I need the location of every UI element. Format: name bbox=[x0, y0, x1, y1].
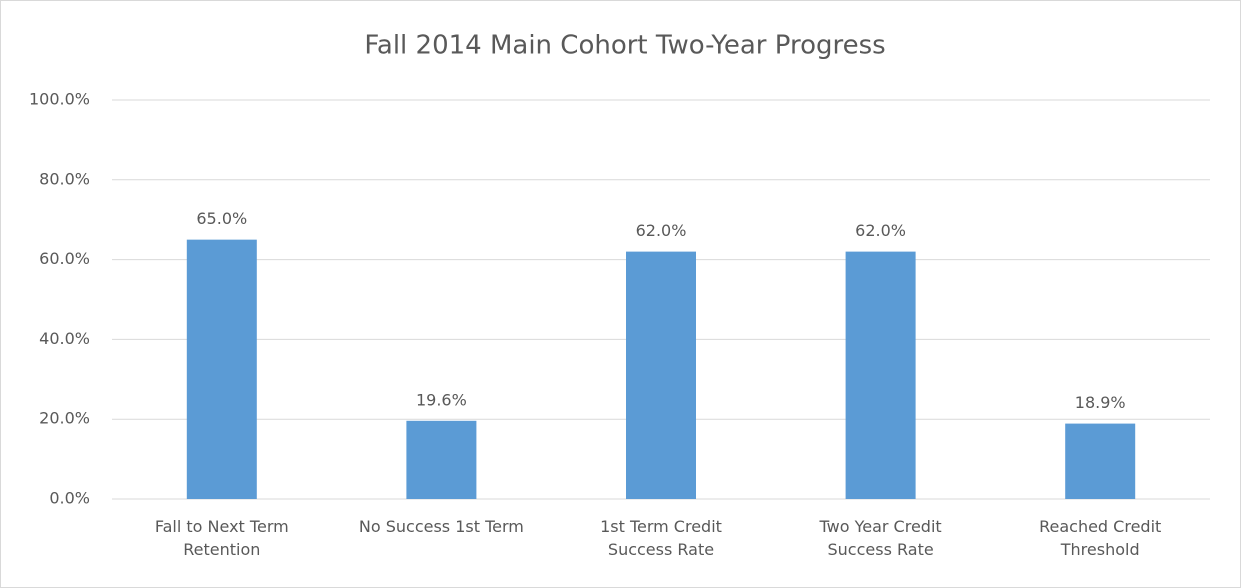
y-tick-label: 0.0% bbox=[49, 489, 90, 508]
x-tick-label: Two Year Credit Success Rate bbox=[819, 517, 942, 559]
x-tick-label: Fall to Next Term Retention bbox=[155, 517, 289, 559]
x-tick-label: Reached Credit Threshold bbox=[1039, 517, 1161, 559]
bar bbox=[626, 251, 696, 499]
data-label: 19.6% bbox=[416, 390, 467, 409]
data-label: 65.0% bbox=[196, 209, 247, 228]
data-label: 18.9% bbox=[1075, 393, 1126, 412]
bar bbox=[186, 239, 257, 499]
y-tick-label: 100.0% bbox=[29, 90, 90, 109]
y-tick-label: 40.0% bbox=[39, 329, 90, 348]
chart-title: Fall 2014 Main Cohort Two-Year Progress bbox=[364, 31, 885, 61]
bar bbox=[406, 420, 477, 499]
x-tick-label: 1st Term Credit Success Rate bbox=[600, 517, 722, 559]
x-tick-label: No Success 1st Term bbox=[359, 517, 524, 536]
y-tick-label: 60.0% bbox=[39, 249, 90, 268]
y-tick-label: 20.0% bbox=[39, 409, 90, 428]
data-label: 62.0% bbox=[855, 221, 906, 240]
y-tick-label: 80.0% bbox=[39, 169, 90, 188]
bar bbox=[845, 251, 916, 499]
data-label: 62.0% bbox=[636, 221, 687, 240]
bar bbox=[1065, 423, 1136, 499]
